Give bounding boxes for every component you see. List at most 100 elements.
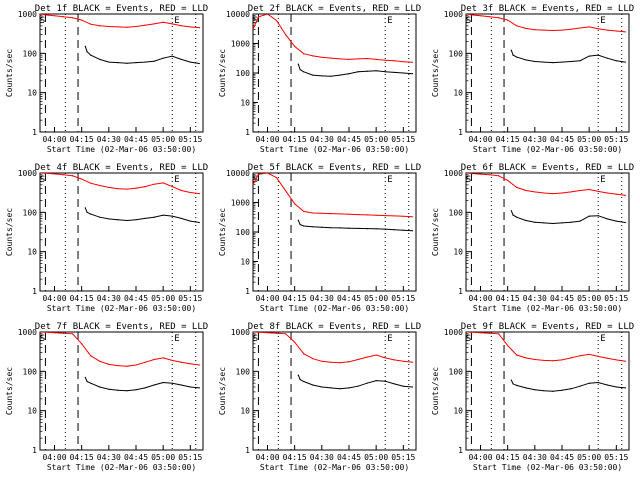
series-point: [144, 186, 146, 188]
series-point: [597, 190, 599, 193]
series-point: [375, 214, 377, 216]
y-tick-label: 100: [236, 228, 251, 237]
series-point: [189, 220, 191, 222]
series-point: [384, 357, 386, 359]
events-series-line: [84, 207, 200, 223]
series-point: [579, 385, 581, 387]
series-point: [561, 29, 563, 31]
series-point: [357, 385, 359, 387]
series-point: [90, 23, 92, 25]
y-tick-label: 1: [32, 287, 37, 296]
x-tick-label: 04:15: [283, 453, 307, 462]
series-point: [126, 62, 128, 64]
series-point: [570, 191, 572, 193]
x-tick-label: 04:30: [97, 135, 121, 144]
y-axis-label: Counts/sec: [218, 367, 227, 415]
y-tick-label: 1000: [231, 328, 250, 337]
series-point: [198, 62, 200, 65]
series-point: [606, 218, 608, 220]
detector-panel: Det 4f BLACK = Events, RED = LLD 1 10 100 10…: [5, 163, 208, 313]
series-point: [86, 51, 88, 53]
series-point: [516, 56, 518, 58]
series-point: [552, 192, 554, 195]
series-point: [135, 389, 137, 391]
series-point: [516, 186, 518, 189]
series-point: [393, 383, 395, 385]
series-point: [339, 74, 341, 76]
series-point: [624, 221, 626, 224]
x-tick-label: 04:45: [337, 135, 361, 144]
series-point: [285, 34, 287, 36]
series-point: [606, 357, 608, 359]
y-tick-label: 1000: [18, 169, 37, 178]
x-tick-label: 04:30: [523, 294, 547, 303]
series-point: [90, 54, 92, 56]
series-point: [552, 62, 554, 64]
series-point: [198, 192, 200, 195]
y-tick-label: 1000: [444, 169, 463, 178]
series-point: [117, 188, 119, 190]
y-tick-label: 100: [449, 367, 464, 376]
end-marker-label: E: [387, 334, 392, 344]
panel-title: Det 5f BLACK = Events, RED = LLD: [248, 163, 421, 173]
plot-frame: [465, 172, 630, 292]
series-point: [624, 61, 626, 63]
series-point: [488, 16, 491, 18]
events-series-line: [297, 220, 413, 232]
plot-frame: [252, 172, 417, 292]
series-point: [162, 214, 164, 216]
series-point: [72, 17, 74, 19]
detector-panel: Det 7f BLACK = Events, RED = LLD 1 10 100 10…: [5, 322, 208, 472]
series-point: [303, 225, 305, 227]
series-point: [507, 345, 509, 347]
series-point: [117, 389, 119, 391]
panel-title: Det 4f BLACK = Events, RED = LLD: [35, 163, 208, 173]
series-point: [516, 25, 518, 27]
y-tick-label: 10: [240, 99, 250, 108]
series-point: [597, 381, 599, 384]
series-point: [53, 332, 56, 334]
series-point: [357, 58, 359, 60]
detector-panel: Det 5f BLACK = Events, RED = LLD 1 10 100 10…: [218, 163, 421, 313]
detector-panel: Det 8f BLACK = Events, RED = LLD 1 10 100 10…: [218, 322, 421, 472]
series-point: [275, 19, 278, 22]
x-tick-label: 05:15: [178, 453, 202, 462]
series-point: [402, 385, 404, 387]
series-point: [543, 359, 545, 361]
x-tick-label: 04:30: [310, 135, 334, 144]
series-point: [339, 388, 341, 390]
series-point: [510, 379, 512, 381]
series-point: [90, 355, 92, 357]
series-point: [90, 182, 92, 184]
series-point: [108, 388, 110, 390]
x-tick-label: 05:15: [604, 453, 628, 462]
x-tick-label: 05:00: [577, 294, 601, 303]
series-point: [99, 184, 101, 187]
y-tick-label: 10: [453, 248, 463, 257]
y-tick-label: 1000: [231, 199, 250, 208]
series-point: [198, 364, 200, 366]
series-point: [135, 25, 137, 28]
series-point: [615, 359, 617, 361]
x-tick-label: 04:00: [42, 294, 66, 303]
series-point: [108, 61, 110, 63]
series-point: [570, 60, 572, 63]
series-point: [348, 213, 350, 215]
series-point: [44, 173, 47, 174]
series-point: [479, 15, 482, 17]
series-point: [253, 332, 254, 333]
x-tick-label: 04:15: [70, 453, 94, 462]
series-point: [297, 219, 299, 221]
series-point: [393, 359, 395, 361]
series-point: [294, 203, 296, 205]
series-point: [117, 62, 119, 64]
y-tick-label: 10: [27, 89, 37, 98]
series-point: [498, 333, 500, 335]
x-axis-label: Start Time (02-Mar-06 03:50:00): [473, 463, 622, 472]
x-tick-label: 05:00: [151, 294, 175, 303]
panel-title: Det 8f BLACK = Events, RED = LLD: [248, 322, 421, 332]
series-point: [321, 212, 323, 214]
series-point: [366, 382, 368, 384]
x-axis-label: Start Time (02-Mar-06 03:50:00): [47, 463, 196, 472]
series-point: [144, 361, 146, 363]
